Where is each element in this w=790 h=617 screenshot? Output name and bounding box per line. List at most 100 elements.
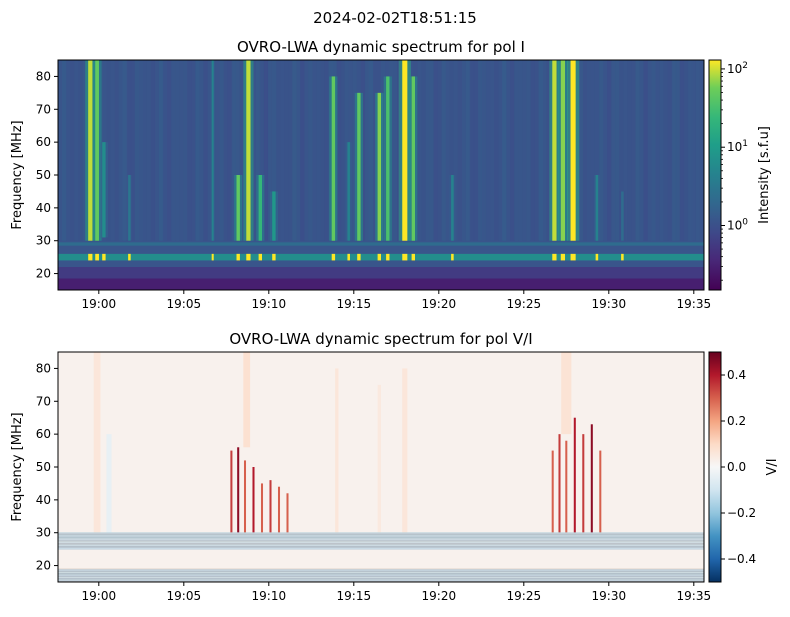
heatmap-burst-band-hit — [411, 253, 415, 261]
panel-pol-vi: OVRO-LWA dynamic spectrum for pol V/I 19… — [10, 330, 780, 603]
heatmap-streak — [286, 493, 289, 533]
heatmap-texture-column — [437, 60, 443, 241]
y-tick-label: 20 — [36, 267, 51, 281]
colorbar-tick-label: 0.0 — [727, 460, 746, 474]
heatmap-texture-column — [195, 60, 200, 241]
x-tick-label: 19:05 — [167, 297, 202, 311]
heatmap-texture-column — [530, 60, 535, 241]
x-tick-label: 19:25 — [507, 589, 542, 603]
heatmap-texture-column — [280, 60, 285, 241]
heatmap-texture-column — [453, 60, 459, 241]
heatmap-texture-column — [255, 60, 261, 241]
heatmap-texture-column — [599, 60, 604, 241]
heatmap-texture-column — [231, 60, 237, 241]
heatmap-burst — [621, 191, 624, 241]
heatmap-burst — [246, 60, 251, 241]
colorbar-label-pol-i: Intensity [s.f.u] — [757, 126, 772, 224]
colorbar-pol-i — [708, 59, 722, 291]
x-tick-label: 19:00 — [82, 589, 117, 603]
heatmap-texture-column — [582, 60, 588, 241]
y-axis-pol-vi: 20 30 40 50 60 70 80 — [36, 361, 58, 573]
heatmap-texture-column — [162, 60, 168, 241]
heatmap-burst-band-hit — [402, 253, 408, 261]
x-tick-label: 19:05 — [167, 589, 202, 603]
heatmap-texture-column — [207, 60, 212, 241]
heatmap-burst-band-hit — [246, 253, 251, 261]
heatmap-texture-column — [167, 60, 172, 241]
heatmap-texture-column — [203, 60, 208, 241]
heatmap-texture-column — [647, 60, 653, 241]
heatmap-texture-column — [114, 60, 120, 241]
heatmap-texture-column — [603, 60, 608, 241]
y-tick-label: 70 — [36, 102, 51, 116]
heatmap-texture-column — [590, 60, 596, 241]
heatmap-pol-vi — [58, 352, 704, 582]
heatmap-band — [58, 242, 704, 246]
heatmap-texture-column — [179, 60, 184, 241]
heatmap-streak — [565, 440, 568, 533]
heatmap-streak — [237, 447, 240, 533]
heatmap-texture-column — [235, 60, 241, 241]
heatmap-texture-column — [267, 60, 273, 241]
y-tick-label: 80 — [36, 361, 51, 375]
heatmap-streak — [573, 417, 576, 533]
heatmap-texture-column — [276, 60, 281, 241]
heatmap-texture-column — [134, 60, 140, 241]
heatmap-texture-column — [498, 60, 503, 241]
heatmap-texture-column — [449, 60, 455, 241]
colorbar-tick-label: 100 — [727, 217, 748, 232]
heatmap-texture-column — [82, 60, 87, 241]
heatmap-streak — [243, 460, 247, 533]
heatmap-texture-column — [78, 60, 83, 241]
heatmap-texture-column — [360, 60, 366, 241]
heatmap-texture-column — [138, 60, 144, 241]
heatmap-burst — [88, 60, 93, 241]
heatmap-texture-column — [465, 60, 471, 241]
heatmap-streak — [582, 434, 585, 533]
x-tick-label: 19:00 — [82, 297, 117, 311]
heatmap-streak — [599, 450, 602, 533]
heatmap-texture-column — [481, 60, 487, 241]
heatmap-burst — [570, 60, 576, 241]
heatmap-texture-column — [74, 60, 79, 241]
heatmap-texture-column — [538, 60, 543, 241]
heatmap-texture-column — [485, 60, 491, 241]
heatmap-burst-band-hit — [272, 253, 276, 261]
heatmap-texture-column — [502, 60, 507, 241]
y-axis-pol-i: 20 30 40 50 60 70 80 — [36, 69, 58, 281]
y-tick-label: 30 — [36, 526, 51, 540]
heatmap-texture-column — [542, 60, 548, 241]
heatmap-texture-column — [259, 60, 265, 241]
heatmap-texture-column — [284, 60, 289, 241]
x-tick-label: 19:20 — [422, 297, 457, 311]
heatmap-texture-column — [687, 60, 693, 241]
heatmap-texture-column — [150, 60, 156, 241]
heatmap-burst-band-hit — [570, 253, 576, 261]
heatmap-burst — [95, 60, 99, 241]
heatmap-texture-column — [175, 60, 180, 241]
x-tick-label: 19:15 — [337, 297, 372, 311]
heatmap-burst — [386, 76, 390, 241]
heatmap-texture-column — [429, 60, 434, 241]
heatmap-texture-column — [611, 60, 616, 241]
heatmap-texture-column — [655, 60, 661, 241]
x-tick-label: 19:10 — [252, 297, 287, 311]
heatmap-texture-column — [223, 60, 229, 241]
panel-pol-i: OVRO-LWA dynamic spectrum for pol I 19:0… — [10, 38, 772, 311]
heatmap-burst — [411, 76, 415, 241]
heatmap-texture-column — [619, 60, 624, 241]
heatmap-texture-column — [171, 60, 176, 241]
heatmap-burst-band-hit — [102, 253, 106, 261]
heatmap-texture-column — [651, 60, 657, 241]
figure-suptitle: 2024-02-02T18:51:15 — [313, 9, 477, 27]
x-tick-label: 19:35 — [677, 297, 712, 311]
y-tick-label: 80 — [36, 69, 51, 83]
heatmap-texture-column — [58, 60, 63, 241]
x-tick-label: 19:30 — [592, 297, 627, 311]
heatmap-burst — [451, 175, 454, 241]
heatmap-burst — [128, 175, 131, 241]
heatmap-burst-band-hit — [451, 253, 454, 261]
heatmap-texture-column — [417, 60, 422, 241]
heatmap-texture-column — [594, 60, 600, 241]
